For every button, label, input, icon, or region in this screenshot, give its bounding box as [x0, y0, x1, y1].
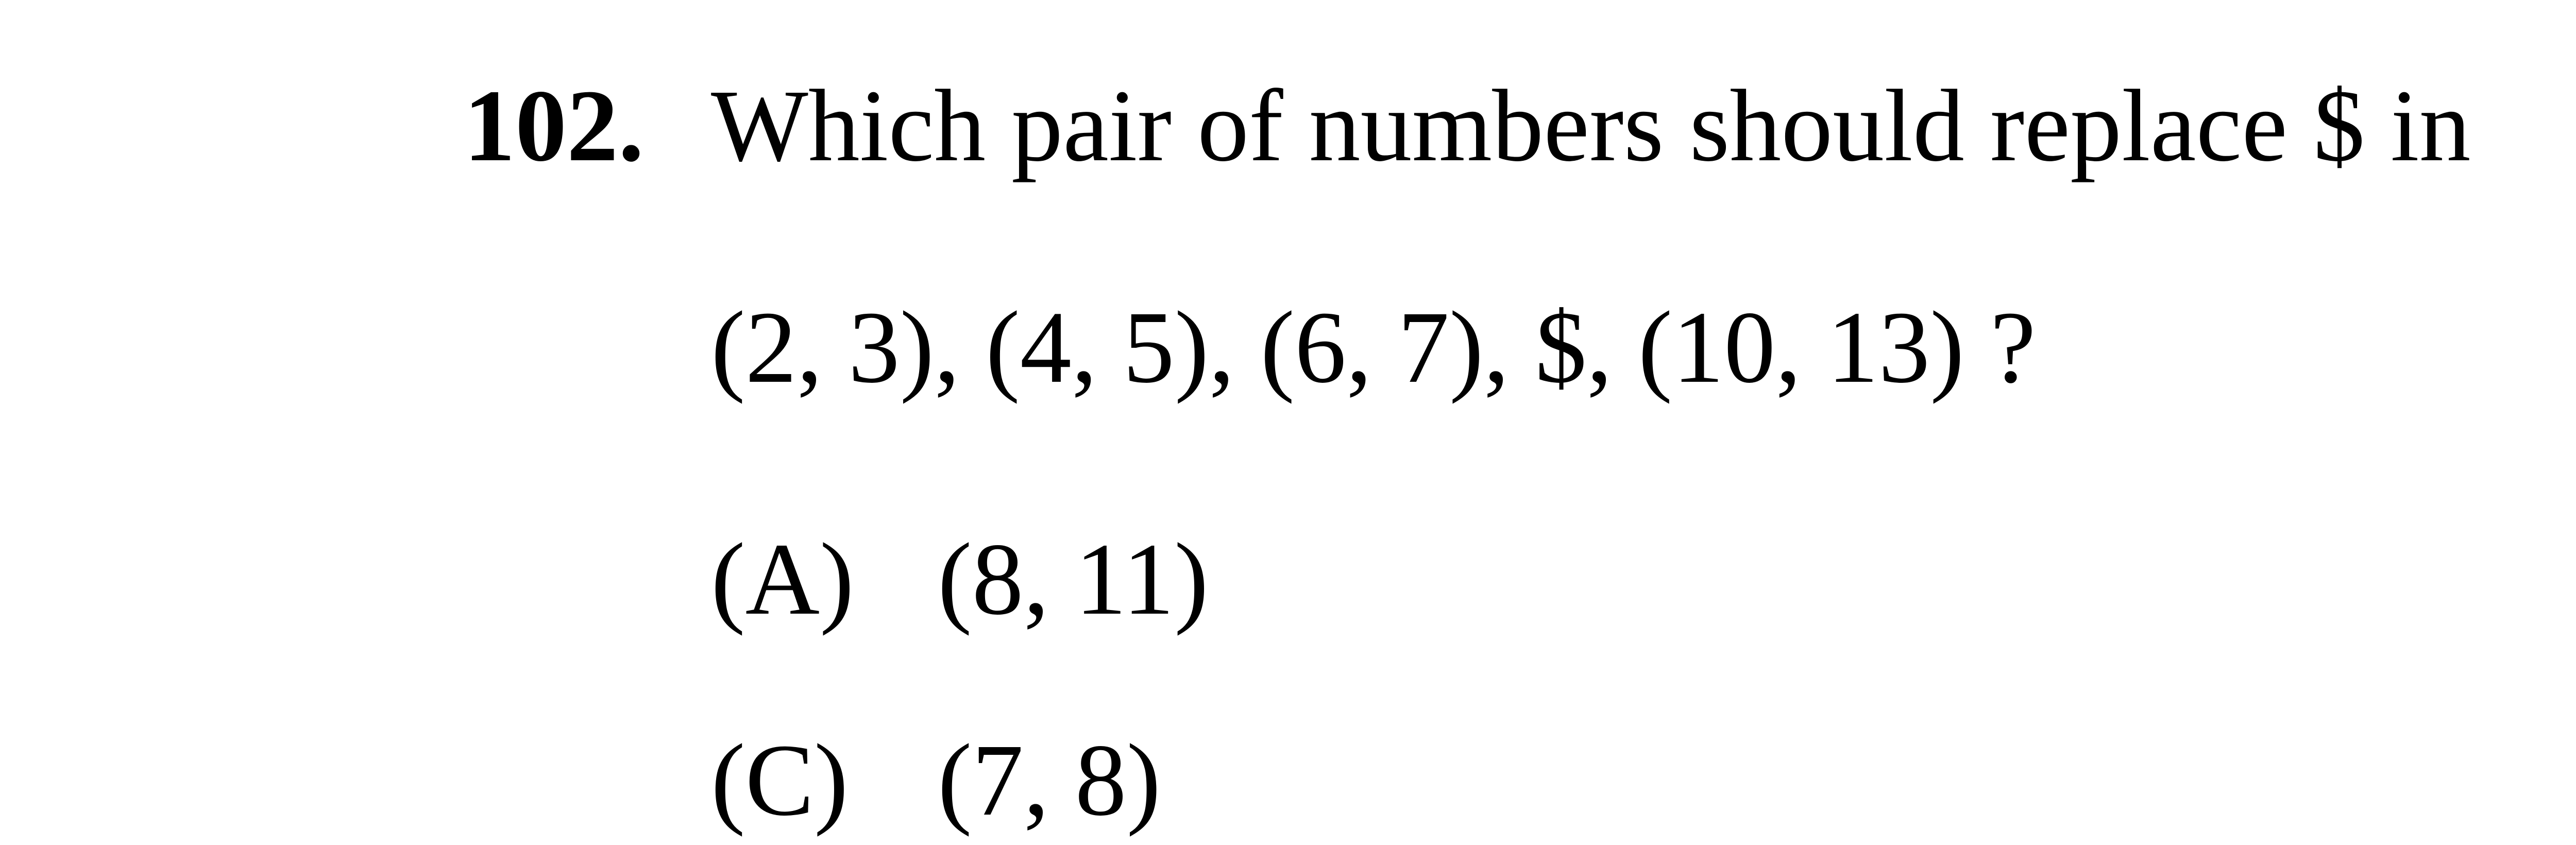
options-row-1: (A) (8, 11) (B) (8, 9) — [711, 515, 2576, 644]
option-c-letter: (C) — [711, 716, 938, 845]
options-row-2: (C) (7, 8) (D) (7, 11) — [711, 716, 2576, 845]
question-text: Which pair of numbers should replace $ i… — [711, 62, 2471, 191]
question-number: 102. — [464, 62, 711, 191]
option-a-value: (8, 11) — [938, 515, 1209, 644]
question-sequence: (2, 3), (4, 5), (6, 7), $, (10, 13) ? — [464, 283, 2576, 412]
options-list: (A) (8, 11) (B) (8, 9) (C) (7, 8) (D) (7… — [464, 515, 2576, 845]
option-c-value: (7, 8) — [938, 716, 1161, 845]
question-block: 102. Which pair of numbers should replac… — [0, 0, 2576, 845]
option-a: (A) (8, 11) — [711, 515, 2576, 644]
question-header: 102. Which pair of numbers should replac… — [464, 62, 2576, 191]
option-c: (C) (7, 8) — [711, 716, 2576, 845]
option-a-letter: (A) — [711, 515, 938, 644]
